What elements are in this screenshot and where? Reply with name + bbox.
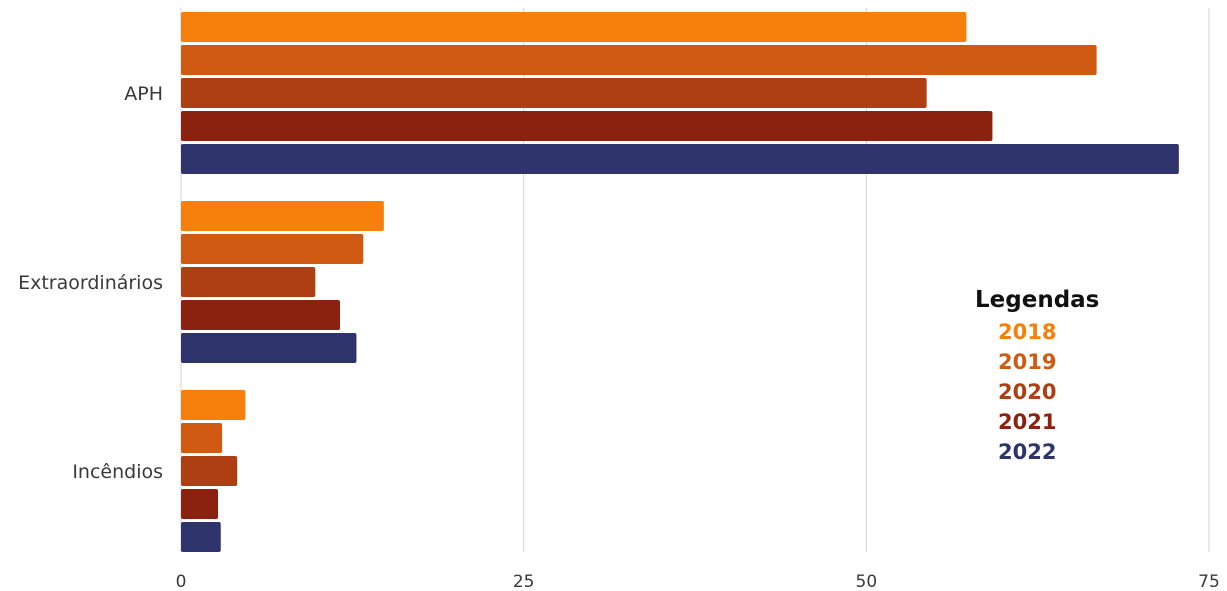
legend-entry-2022: 2022 [998,440,1056,464]
bar-aph-2018 [181,12,967,42]
bar-extraordinários-2020 [181,267,316,297]
x-tick-label-75: 75 [1198,572,1220,591]
bar-extraordinários-2019 [181,234,364,264]
x-tick-label-50: 50 [856,572,878,591]
x-axis-ticks: 0 25 50 75 [176,572,1220,591]
bar-extraordinários-2018 [181,201,384,231]
x-tick-label-0: 0 [176,572,187,591]
bars [181,12,1179,552]
bar-incêndios-2018 [181,390,246,420]
legend-title: Legendas [975,287,1099,313]
category-label-0: APH [124,83,163,105]
category-label-2: Incêndios [72,461,163,483]
legend-entry-2021: 2021 [998,410,1056,434]
bar-incêndios-2022 [181,522,221,552]
bar-aph-2021 [181,111,993,141]
category-label-1: Extraordinários [18,272,163,294]
bar-aph-2022 [181,144,1179,174]
bar-extraordinários-2021 [181,300,340,330]
category-labels: APH Extraordinários Incêndios [18,83,163,483]
legend: Legendas 2018 2019 2020 2021 2022 [975,287,1099,464]
bar-incêndios-2020 [181,456,238,486]
bar-incêndios-2021 [181,489,219,519]
bar-incêndios-2019 [181,423,223,453]
x-tick-label-25: 25 [513,572,535,591]
legend-entry-2018: 2018 [998,320,1056,344]
bar-extraordinários-2022 [181,333,357,363]
legend-entry-2020: 2020 [998,380,1056,404]
bar-aph-2019 [181,45,1097,75]
bar-aph-2020 [181,78,927,108]
legend-entry-2019: 2019 [998,350,1056,374]
